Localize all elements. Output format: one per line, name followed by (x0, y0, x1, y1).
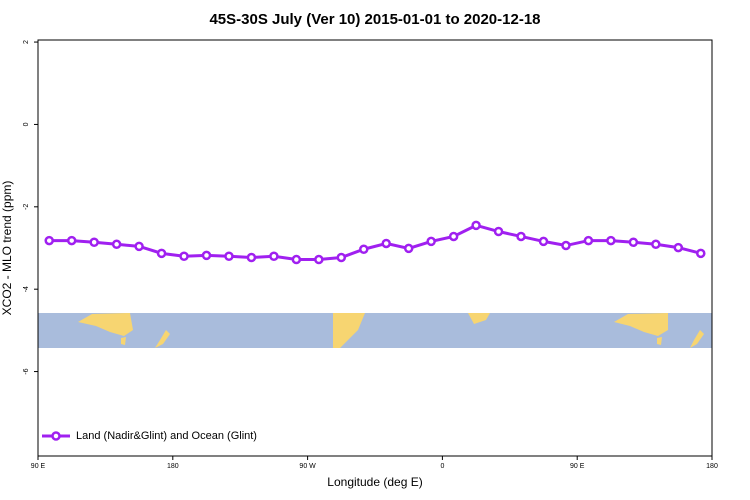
point (134, 241, 144, 252)
point (493, 226, 504, 237)
point (269, 251, 279, 261)
point (381, 238, 391, 249)
point (651, 239, 661, 250)
x-axis-label: Longitude (deg E) (327, 475, 422, 489)
legend-label: Land (Nadir&Glint) and Ocean (Glint) (76, 430, 257, 442)
point (314, 254, 324, 265)
y-tick-label: -6 (23, 368, 30, 374)
x-tick-label: 180 (706, 463, 718, 470)
point (359, 244, 369, 254)
point (606, 235, 616, 246)
x-tick-label: 0 (440, 463, 444, 470)
point (66, 235, 77, 246)
chart-title: 45S-30S July (Ver 10) 2015-01-01 to 2020… (209, 11, 540, 28)
x-tick-label: 90 W (299, 463, 316, 470)
point (471, 220, 481, 231)
y-tick-label: -4 (23, 286, 30, 292)
point (561, 240, 571, 251)
point (696, 248, 706, 259)
point (89, 237, 99, 247)
point (403, 243, 414, 254)
point (448, 231, 459, 242)
map-strip (38, 313, 712, 348)
point (224, 251, 234, 261)
x-tick-label: 180 (167, 463, 179, 470)
y-tick-label: -2 (23, 204, 30, 210)
y-tick-label: 2 (23, 40, 30, 44)
series-line (49, 223, 702, 262)
point (336, 252, 347, 263)
x-tick-label: 90 E (31, 463, 46, 470)
point (201, 250, 212, 261)
point (44, 235, 54, 246)
point (111, 239, 122, 250)
point (628, 237, 639, 247)
point (156, 248, 167, 259)
legend-marker (51, 431, 61, 441)
point (516, 231, 526, 242)
point (673, 242, 684, 253)
point (583, 235, 594, 246)
point (291, 254, 302, 265)
y-tick-label: 0 (23, 122, 30, 126)
y-axis-label: XCO2 - MLO trend (ppm) (0, 181, 14, 316)
point (538, 236, 549, 247)
plot-frame (37, 39, 713, 457)
x-tick-label: 90 E (570, 463, 585, 470)
point (426, 236, 436, 247)
point (246, 252, 257, 263)
point (179, 251, 189, 261)
